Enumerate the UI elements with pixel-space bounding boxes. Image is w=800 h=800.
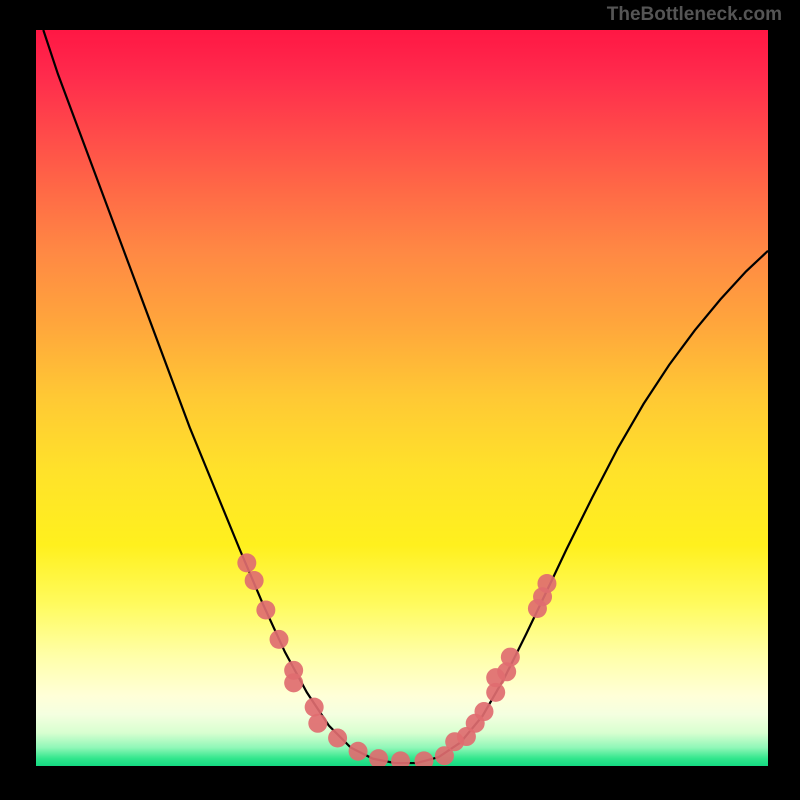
data-marker	[237, 553, 256, 572]
data-marker	[245, 571, 264, 590]
chart-svg	[36, 30, 768, 766]
data-marker	[256, 600, 275, 619]
data-marker	[284, 673, 303, 692]
watermark-text: TheBottleneck.com	[607, 4, 782, 26]
data-marker	[537, 574, 556, 593]
bottleneck-curve	[43, 30, 768, 763]
data-marker	[414, 751, 433, 766]
data-marker	[270, 630, 289, 649]
data-marker	[474, 702, 493, 721]
plot-area	[36, 30, 768, 766]
data-marker	[328, 729, 347, 748]
data-marker	[349, 742, 368, 761]
data-marker	[501, 648, 520, 667]
data-marker	[391, 751, 410, 766]
data-marker	[305, 698, 324, 717]
data-marker	[369, 749, 388, 766]
marker-group	[237, 553, 556, 766]
data-marker	[308, 714, 327, 733]
